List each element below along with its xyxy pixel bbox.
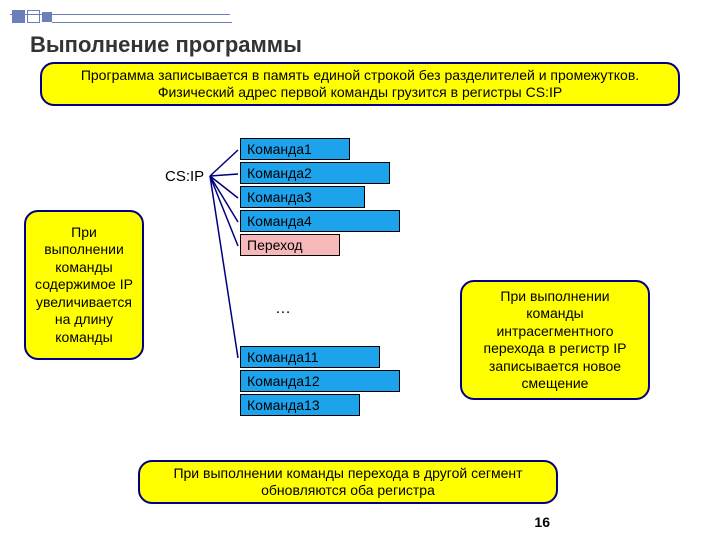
bubble-bottom: При выполнении команды перехода в другой… bbox=[138, 460, 558, 504]
command-box: Команда12 bbox=[240, 370, 400, 392]
deco-line-2 bbox=[52, 22, 232, 23]
command-box: Команда2 bbox=[240, 162, 390, 184]
command-box: Команда4 bbox=[240, 210, 400, 232]
command-box: Переход bbox=[240, 234, 340, 256]
bubble-top: Программа записывается в память единой с… bbox=[40, 62, 680, 106]
ellipsis: … bbox=[275, 300, 291, 318]
bubble-left: При выполнении команды содержимое IP уве… bbox=[24, 210, 144, 360]
slide-title: Выполнение программы bbox=[30, 32, 302, 58]
command-box: Команда11 bbox=[240, 346, 380, 368]
command-box: Команда1 bbox=[240, 138, 350, 160]
command-box: Команда3 bbox=[240, 186, 365, 208]
bubble-right: При выполнении команды интрасегментного … bbox=[460, 280, 650, 400]
command-box: Команда13 bbox=[240, 394, 360, 416]
page-number: 16 bbox=[534, 514, 550, 530]
csip-label: CS:IP bbox=[165, 168, 204, 185]
deco-squares bbox=[12, 8, 54, 26]
